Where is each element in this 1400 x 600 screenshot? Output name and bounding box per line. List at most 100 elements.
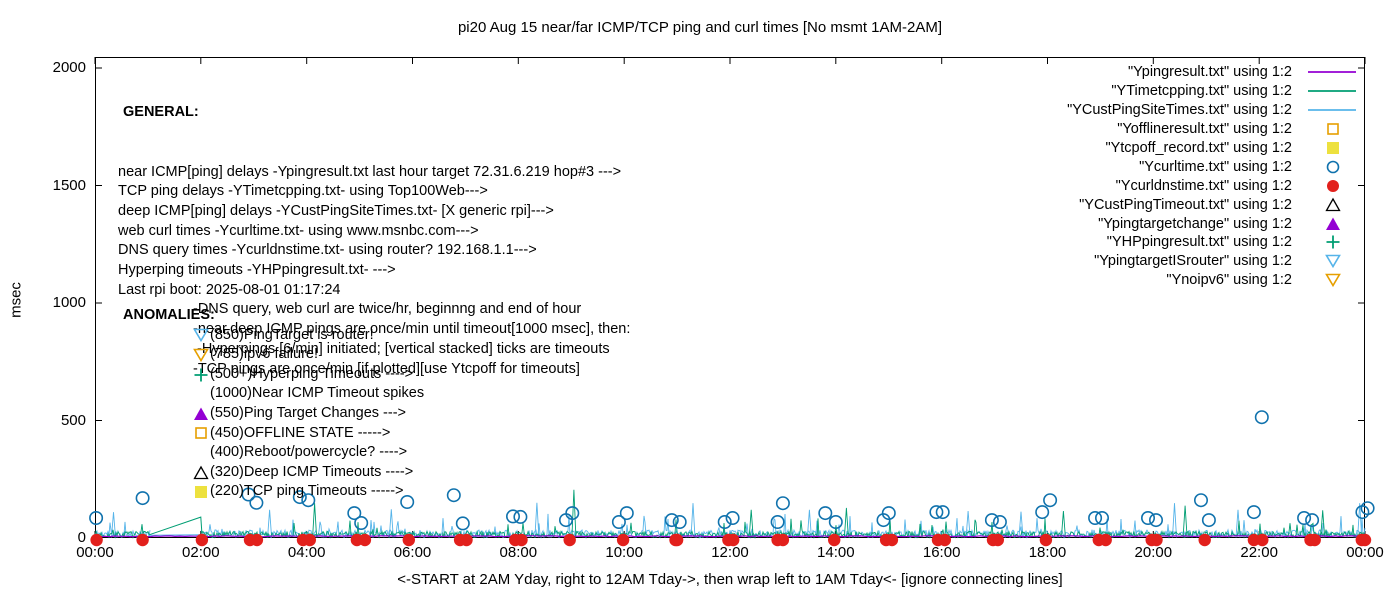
anomaly-text: (550)Ping Target Changes --->	[210, 404, 406, 421]
anomaly-marker	[193, 465, 210, 481]
anomaly-item: (220)TCP ping Timeouts ----->	[118, 482, 424, 502]
dns-query-points	[90, 533, 1372, 547]
legend-sample	[1302, 121, 1364, 137]
legend-sample	[1302, 253, 1364, 269]
general-note-line: -DNS query, web curl are twice/hr, begin…	[193, 301, 582, 318]
legend-sample	[1302, 64, 1364, 80]
anomaly-text: (400)Reboot/powercycle? ---->	[210, 444, 408, 461]
y-tick-label: 1000	[52, 294, 86, 311]
x-tick-label: 20:00	[1134, 544, 1173, 561]
plot-area-svg	[89, 57, 1375, 547]
anomaly-item: (850)PingTarget is router!	[118, 326, 424, 346]
x-tick-label: 18:00	[1028, 544, 1067, 561]
legend-label: "Ycurldnstime.txt" using 1:2	[1115, 177, 1292, 194]
legend-sample	[1302, 197, 1364, 213]
anomaly-text: (450)OFFLINE STATE ----->	[210, 424, 391, 441]
legend-row: "Ycurltime.txt" using 1:2	[760, 157, 1364, 176]
anomaly-marker	[193, 367, 210, 383]
legend-sample	[1302, 234, 1364, 250]
legend-row: "Ytcpoff_record.txt" using 1:2	[760, 139, 1364, 158]
plus-icon	[1326, 235, 1340, 249]
anomaly-text: (320)Deep ICMP Timeouts ---->	[210, 463, 414, 480]
filled-circle-icon	[1327, 179, 1339, 192]
x-tick-label: 00:00	[76, 544, 114, 561]
legend-row: "Ypingtargetchange" using 1:2	[760, 214, 1364, 233]
legend-label: "Ypingresult.txt" using 1:2	[1128, 64, 1292, 81]
anomaly-text: (220)TCP ping Timeouts ----->	[210, 483, 404, 500]
legend-label: "YCustPingSiteTimes.txt" using 1:2	[1067, 102, 1292, 119]
general-line: near ICMP[ping] delays -Ypingresult.txt …	[118, 163, 622, 180]
line-sample-icon	[1308, 90, 1356, 93]
general-heading: GENERAL:	[123, 104, 199, 121]
y-tick-label: 2000	[52, 59, 86, 76]
x-tick-label: 00:00	[1346, 544, 1384, 561]
x-tick-label: 10:00	[605, 544, 643, 561]
chart-title: pi20 Aug 15 near/far ICMP/TCP ping and c…	[457, 19, 943, 36]
legend-row: "YTimetcpping.txt" using 1:2	[760, 82, 1364, 101]
anomaly-marker	[193, 406, 210, 422]
legend-sample	[1302, 159, 1364, 175]
x-tick-label: 12:00	[711, 544, 749, 561]
anomaly-item: (500+)Hyperping Timeouts ---->	[118, 365, 424, 385]
legend: "Ypingresult.txt" using 1:2 "YTimetcpping…	[760, 63, 1364, 290]
no-marker-spacer	[193, 445, 210, 461]
general-note-line: -near,deep ICMP pings are once/min until…	[193, 321, 631, 338]
legend-row: "Ypingresult.txt" using 1:2	[760, 63, 1364, 82]
general-line: deep ICMP[ping] delays -YCustPingSiteTim…	[118, 202, 554, 219]
legend-label: "Ynoipv6" using 1:2	[1166, 272, 1292, 289]
x-tick-label: 22:00	[1240, 544, 1278, 561]
open-triangle-down-icon	[1325, 273, 1341, 288]
web-curl-points	[89, 410, 1375, 531]
open-square-icon	[1327, 123, 1339, 135]
legend-row: "Ynoipv6" using 1:2	[760, 271, 1364, 290]
legend-label: "YTimetcpping.txt" using 1:2	[1111, 83, 1292, 100]
legend-sample	[1302, 272, 1364, 288]
anomaly-text: (785)ipv6 failure!	[210, 346, 318, 363]
anomaly-item: (400)Reboot/powercycle? ---->	[118, 443, 424, 463]
general-line: DNS query times -Ycurldnstime.txt- using…	[118, 242, 537, 259]
anomaly-item: (1000)Near ICMP Timeout spikes	[118, 384, 424, 404]
filled-triangle-up-icon	[1326, 217, 1340, 230]
anomalies-block: ANOMALIES: (850)PingTarget is router! (78…	[118, 306, 424, 502]
legend-label: "YpingtargetISrouter" using 1:2	[1094, 253, 1292, 270]
legend-row: "YCustPingTimeout.txt" using 1:2	[760, 195, 1364, 214]
y-tick-label: 0	[77, 529, 86, 546]
anomaly-text: (500+)Hyperping Timeouts ---->	[210, 365, 414, 382]
open-triangle-down-icon	[1325, 255, 1341, 269]
anomaly-marker	[193, 347, 210, 363]
legend-row: "YCustPingSiteTimes.txt" using 1:2	[760, 101, 1364, 120]
legend-label: "Ytcpoff_record.txt" using 1:2	[1105, 140, 1292, 156]
legend-sample	[1302, 140, 1364, 156]
anomaly-text: (1000)Near ICMP Timeout spikes	[210, 385, 425, 402]
plus-icon	[194, 368, 208, 382]
legend-row: "Yofflineresult.txt" using 1:2	[760, 120, 1364, 139]
general-line: Hyperping timeouts -YHPpingresult.txt- -…	[118, 262, 396, 279]
legend-label: "YHPpingresult.txt" using 1:2	[1106, 234, 1292, 251]
anomaly-item: (450)OFFLINE STATE ----->	[118, 424, 424, 444]
anomaly-item: (550)Ping Target Changes --->	[118, 404, 424, 424]
anomaly-item: (785)ipv6 failure!	[118, 345, 424, 365]
anomaly-item: (320)Deep ICMP Timeouts ---->	[118, 463, 424, 483]
x-tick-label: 04:00	[287, 544, 326, 561]
legend-sample	[1302, 178, 1364, 194]
line-sample-icon	[1308, 71, 1356, 74]
legend-label: "Yofflineresult.txt" using 1:2	[1117, 121, 1292, 138]
open-square-icon	[195, 427, 207, 440]
legend-label: "YCustPingTimeout.txt" using 1:2	[1079, 196, 1292, 213]
legend-row: "YHPpingresult.txt" using 1:2	[760, 233, 1364, 252]
open-triangle-up-icon	[1325, 197, 1341, 211]
x-tick-label: 08:00	[499, 544, 538, 561]
anomaly-text: (850)PingTarget is router!	[210, 326, 374, 343]
x-axis-label: <-START at 2AM Yday, right to 12AM Tday-…	[397, 571, 1063, 588]
y-tick-label: 1500	[52, 176, 86, 194]
open-circle-icon	[1326, 160, 1340, 174]
filled-square-icon	[195, 486, 207, 499]
x-tick-label: 14:00	[817, 544, 855, 561]
line-sample-icon	[1308, 109, 1356, 112]
legend-sample	[1302, 216, 1364, 232]
anomaly-marker	[193, 327, 210, 343]
legend-label: "Ycurltime.txt" using 1:2	[1139, 158, 1292, 175]
legend-row: "Ycurldnstime.txt" using 1:2	[760, 176, 1364, 195]
y-tick-label: 500	[60, 411, 86, 429]
